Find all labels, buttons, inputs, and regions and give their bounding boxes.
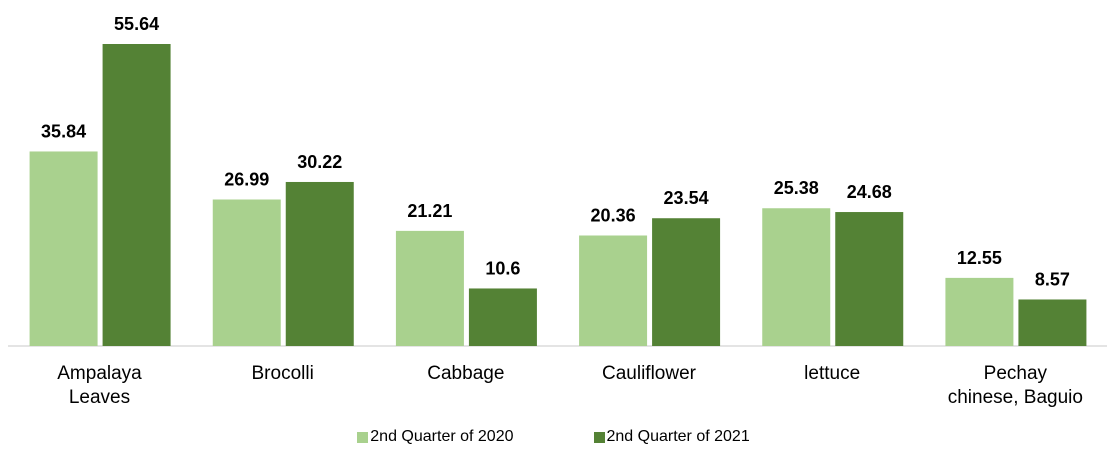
legend-item: 2nd Quarter of 2020: [357, 428, 514, 446]
bar: [285, 181, 354, 346]
bar: [29, 151, 98, 346]
bar: [1018, 299, 1087, 346]
value-label: 26.99: [224, 170, 269, 190]
legend-item: 2nd Quarter of 2021: [593, 428, 750, 446]
legend-swatch: [357, 431, 369, 443]
x-tick-label: lettuce: [804, 363, 861, 384]
value-label: 12.55: [957, 248, 1002, 268]
value-label: 21.21: [407, 201, 452, 221]
value-label: 25.38: [774, 178, 819, 198]
bar: [102, 44, 171, 346]
x-tick-label: Pechay chinese, Baguio: [947, 363, 1083, 408]
bar: [835, 212, 904, 346]
legend: 2nd Quarter of 2020 2nd Quarter of 2021: [0, 428, 1107, 446]
x-tick-label: Brocolli: [251, 363, 314, 384]
legend-swatch: [593, 431, 605, 443]
value-label: 55.64: [114, 14, 159, 34]
bar: [468, 288, 537, 346]
value-label: 24.68: [847, 182, 892, 202]
value-label: 23.54: [664, 188, 709, 208]
value-label: 8.57: [1035, 269, 1070, 289]
value-label: 30.22: [297, 152, 342, 172]
legend-label: 2nd Quarter of 2021: [606, 428, 750, 445]
x-tick-label: Cabbage: [427, 363, 505, 384]
bar: [945, 277, 1014, 346]
value-label: 10.6: [485, 258, 520, 278]
value-label: 20.36: [591, 205, 636, 225]
bar: [652, 218, 721, 346]
bar: [579, 235, 648, 346]
x-tick-label: Ampalaya Leaves: [57, 363, 142, 408]
value-label: 35.84: [41, 121, 86, 141]
bar: [762, 208, 831, 346]
legend-label: 2nd Quarter of 2020: [370, 428, 514, 445]
bar: [212, 199, 281, 346]
x-tick-label: Cauliflower: [602, 363, 696, 384]
bar: [395, 230, 464, 346]
